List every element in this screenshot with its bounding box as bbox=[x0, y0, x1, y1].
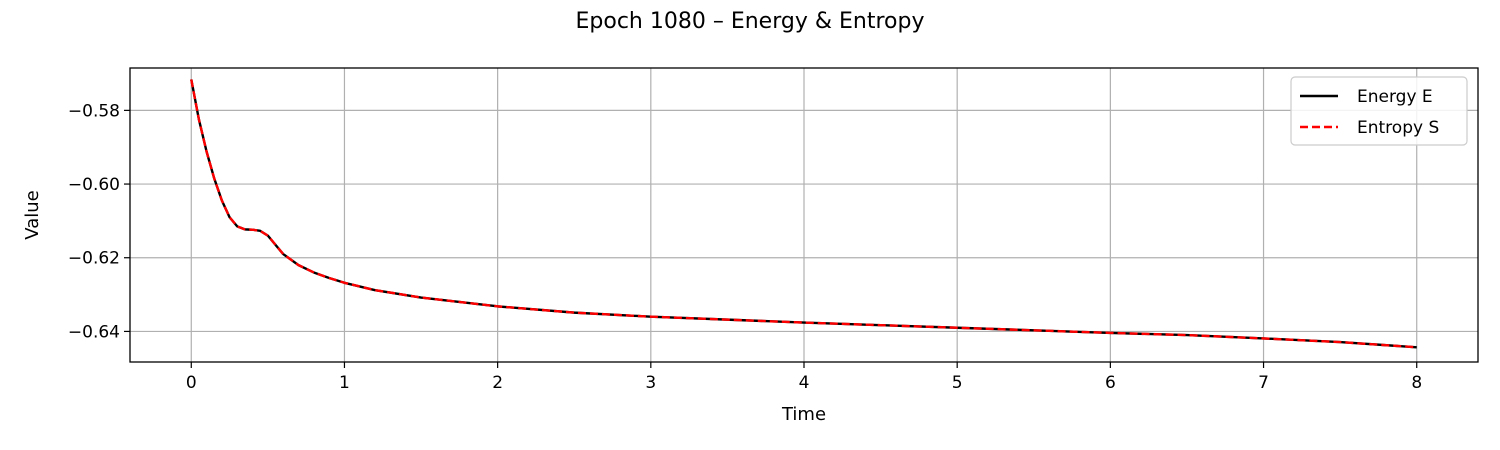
y-tick-label: −0.58 bbox=[68, 101, 120, 121]
legend-label: Entropy S bbox=[1357, 118, 1439, 138]
legend-label: Energy E bbox=[1357, 87, 1433, 107]
x-axis: 0 1 2 3 4 5 6 7 8 bbox=[186, 362, 1422, 393]
grid bbox=[130, 68, 1478, 362]
x-tick-label: 7 bbox=[1258, 373, 1269, 393]
chart-title: Epoch 1080 – Energy & Entropy bbox=[576, 9, 925, 34]
x-axis-label: Time bbox=[781, 404, 826, 425]
y-axis: −0.58 −0.60 −0.62 −0.64 bbox=[68, 101, 130, 342]
x-tick-label: 3 bbox=[645, 373, 656, 393]
x-tick-label: 0 bbox=[186, 373, 197, 393]
y-tick-label: −0.60 bbox=[68, 175, 120, 195]
series-line-entropy-s bbox=[190, 79, 1417, 349]
x-tick-label: 5 bbox=[952, 373, 963, 393]
x-tick-label: 4 bbox=[799, 373, 810, 393]
series-group bbox=[190, 79, 1417, 349]
y-tick-label: −0.64 bbox=[68, 322, 120, 342]
y-tick-label: −0.62 bbox=[68, 249, 120, 269]
legend: Energy E Entropy S bbox=[1290, 76, 1468, 146]
y-axis-label: Value bbox=[22, 190, 43, 239]
x-tick-label: 1 bbox=[339, 373, 350, 393]
x-tick-label: 2 bbox=[492, 373, 503, 393]
x-tick-label: 8 bbox=[1411, 373, 1422, 393]
legend-box bbox=[1290, 76, 1468, 146]
x-tick-label: 6 bbox=[1105, 373, 1116, 393]
